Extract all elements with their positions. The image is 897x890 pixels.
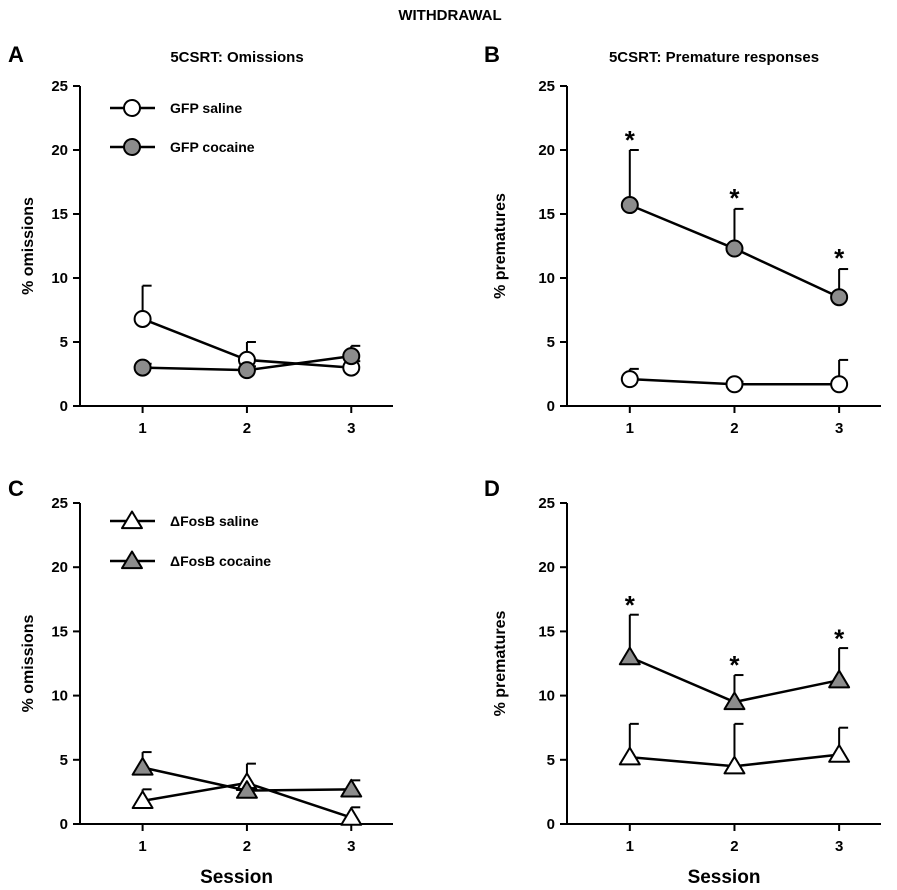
data-point — [342, 347, 361, 366]
panel-b: B 5CSRT: Premature responses 0 5 10 15 20 25 1 2 3… — [484, 42, 881, 437]
y-tick-label: 20 — [538, 142, 555, 159]
legend-marker — [121, 550, 143, 570]
data-point — [830, 375, 849, 394]
panel-c: C 0 5 10 15 20 25 1 2 3 % omissions Session ΔFosB sa… — [8, 476, 393, 888]
y-axis-label: % prematures — [492, 193, 509, 299]
y-tick-label: 20 — [51, 559, 68, 576]
data-point — [620, 196, 639, 215]
y-tick-label: 15 — [51, 206, 68, 223]
data-point — [131, 757, 154, 776]
significance-star: * — [729, 183, 740, 213]
data-point — [620, 370, 639, 389]
x-tick-label: 1 — [626, 420, 634, 437]
legend: ΔFosB saline ΔFosB cocaine — [110, 510, 271, 570]
data-point — [723, 755, 746, 775]
x-tick-label: 3 — [835, 838, 843, 855]
y-tick-label: 25 — [538, 78, 555, 95]
panel-letter: C — [8, 476, 24, 501]
figure-title: WITHDRAWAL — [398, 7, 501, 24]
y-tick-label: 15 — [538, 623, 555, 640]
panel-letter: A — [8, 42, 24, 67]
data-point — [830, 288, 849, 307]
data-point — [133, 309, 152, 328]
panel-letter: B — [484, 42, 500, 67]
significance-star: * — [834, 623, 845, 653]
series-cocaine — [133, 344, 361, 380]
y-tick-label: 0 — [547, 816, 555, 833]
data-point — [828, 669, 851, 689]
y-tick-label: 20 — [538, 559, 555, 576]
data-point — [828, 744, 851, 763]
x-tick-label: 2 — [243, 838, 251, 855]
x-tick-label: 1 — [138, 420, 146, 437]
data-point — [237, 361, 256, 380]
data-point — [131, 790, 154, 810]
data-point — [723, 691, 746, 711]
data-point — [618, 746, 641, 766]
legend-marker — [121, 510, 143, 530]
x-tick-label: 1 — [138, 838, 146, 855]
legend-marker — [123, 99, 141, 117]
panel-letter: D — [484, 476, 500, 501]
series-cocaine — [131, 751, 363, 799]
y-tick-label: 10 — [51, 270, 68, 287]
series-saline — [618, 722, 851, 775]
y-axis-label: % omissions — [20, 615, 37, 713]
legend: GFP saline GFP cocaine — [110, 99, 255, 156]
significance-star: * — [729, 650, 740, 680]
panel-d: D 0 5 10 15 20 25 1 2 3 % prematures Session * * * — [484, 476, 881, 888]
y-tick-label: 20 — [51, 142, 68, 159]
y-tick-label: 0 — [547, 398, 555, 415]
panel-a: A 5CSRT: Omissions 0 5 10 15 20 25 1 2 3 % omission… — [8, 42, 393, 437]
x-tick-label: 2 — [730, 420, 738, 437]
legend-label: GFP cocaine — [170, 139, 255, 155]
y-tick-label: 25 — [538, 495, 555, 512]
y-tick-label: 25 — [51, 78, 68, 95]
y-axis-label: % prematures — [492, 610, 509, 716]
data-point — [340, 807, 363, 826]
y-tick-label: 10 — [538, 688, 555, 705]
legend-label: ΔFosB saline — [170, 513, 259, 529]
y-tick-label: 5 — [60, 334, 68, 351]
x-tick-label: 2 — [243, 420, 251, 437]
y-tick-label: 15 — [51, 623, 68, 640]
x-axis-label: Session — [200, 867, 273, 888]
x-tick-label: 3 — [835, 420, 843, 437]
significance-star: * — [625, 125, 636, 155]
data-point — [725, 375, 744, 394]
x-axis-label: Session — [688, 867, 761, 888]
y-tick-label: 5 — [547, 752, 555, 769]
data-point — [725, 239, 744, 258]
significance-star: * — [625, 590, 636, 620]
y-tick-label: 5 — [60, 752, 68, 769]
y-tick-label: 25 — [51, 495, 68, 512]
legend-marker — [123, 138, 141, 156]
panel-title: 5CSRT: Omissions — [170, 49, 303, 66]
data-point — [133, 358, 152, 377]
data-point — [340, 778, 363, 798]
series-saline — [620, 358, 849, 394]
y-tick-label: 5 — [547, 334, 555, 351]
y-tick-label: 10 — [51, 688, 68, 705]
y-tick-label: 0 — [60, 398, 68, 415]
y-axis-label: % omissions — [20, 197, 37, 295]
series-cocaine — [620, 149, 849, 307]
series-cocaine — [618, 613, 851, 711]
x-tick-label: 3 — [347, 838, 355, 855]
data-point — [618, 646, 641, 666]
x-tick-label: 1 — [626, 838, 634, 855]
legend-label: GFP saline — [170, 100, 242, 116]
x-tick-label: 3 — [347, 420, 355, 437]
x-tick-label: 2 — [730, 838, 738, 855]
significance-star: * — [834, 243, 845, 273]
data-point — [235, 780, 258, 799]
y-tick-label: 0 — [60, 816, 68, 833]
panel-title: 5CSRT: Premature responses — [609, 49, 819, 66]
y-tick-label: 15 — [538, 206, 555, 223]
y-tick-label: 10 — [538, 270, 555, 287]
legend-label: ΔFosB cocaine — [170, 553, 271, 569]
